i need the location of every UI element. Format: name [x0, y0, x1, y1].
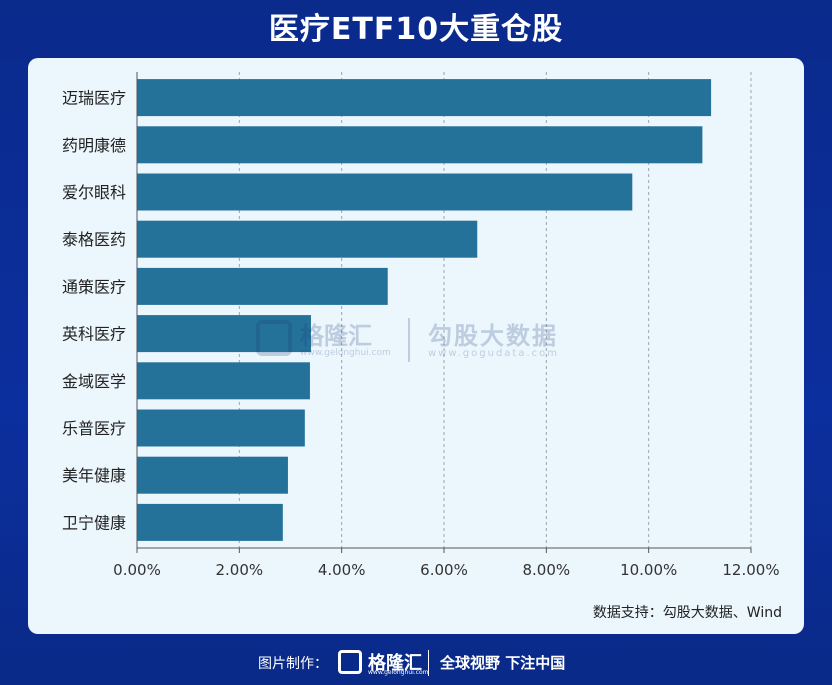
footer-label: 图片制作： — [258, 656, 328, 672]
footer-brand-url: www.gelonghui.com — [368, 669, 429, 676]
category-label: 卫宁健康 — [62, 513, 126, 532]
category-label: 通策医疗 — [62, 277, 126, 296]
data-source: 数据支持：勾股大数据、Wind — [592, 605, 782, 621]
x-tick-label: 0.00% — [113, 561, 161, 579]
category-label: 泰格医药 — [62, 230, 126, 249]
bar — [137, 267, 388, 305]
bar — [137, 79, 712, 117]
bar — [137, 456, 288, 494]
x-tick-label: 12.00% — [722, 561, 779, 579]
category-label: 爱尔眼科 — [62, 183, 126, 202]
footer: 图片制作： 格隆汇 www.gelonghui.com 全球视野 下注中国 — [0, 644, 832, 680]
footer-brand: 格隆汇 — [368, 653, 422, 674]
bar-chart: 0.00% 2.00% 4.00% 6.00% 8.00% 10.00% 12.00% 迈瑞医… — [62, 72, 780, 579]
bar — [137, 173, 633, 211]
bar — [137, 315, 311, 353]
chart-title: 医疗ETF10大重仓股 — [268, 12, 564, 47]
footer-divider — [428, 650, 429, 676]
category-label: 迈瑞医疗 — [62, 89, 126, 108]
bar — [137, 503, 283, 541]
category-label: 英科医疗 — [62, 325, 126, 344]
category-label: 金域医学 — [62, 372, 126, 391]
bar — [137, 409, 305, 447]
x-tick-label: 10.00% — [620, 561, 677, 579]
bar — [137, 362, 310, 400]
x-tick-label: 2.00% — [216, 561, 264, 579]
x-tick-label: 4.00% — [318, 561, 366, 579]
gelonghui-logo-icon — [338, 650, 362, 674]
bar — [137, 220, 478, 258]
chart-card: 0.00% 2.00% 4.00% 6.00% 8.00% 10.00% 12.00% 迈瑞医… — [28, 58, 804, 634]
category-label: 美年健康 — [62, 466, 126, 485]
footer-slogan: 全球视野 下注中国 — [440, 654, 566, 672]
category-label: 乐普医疗 — [62, 419, 126, 438]
x-tick-label: 8.00% — [523, 561, 571, 579]
x-tick-label: 6.00% — [420, 561, 468, 579]
bar — [137, 126, 703, 164]
category-label: 药明康德 — [62, 136, 126, 155]
